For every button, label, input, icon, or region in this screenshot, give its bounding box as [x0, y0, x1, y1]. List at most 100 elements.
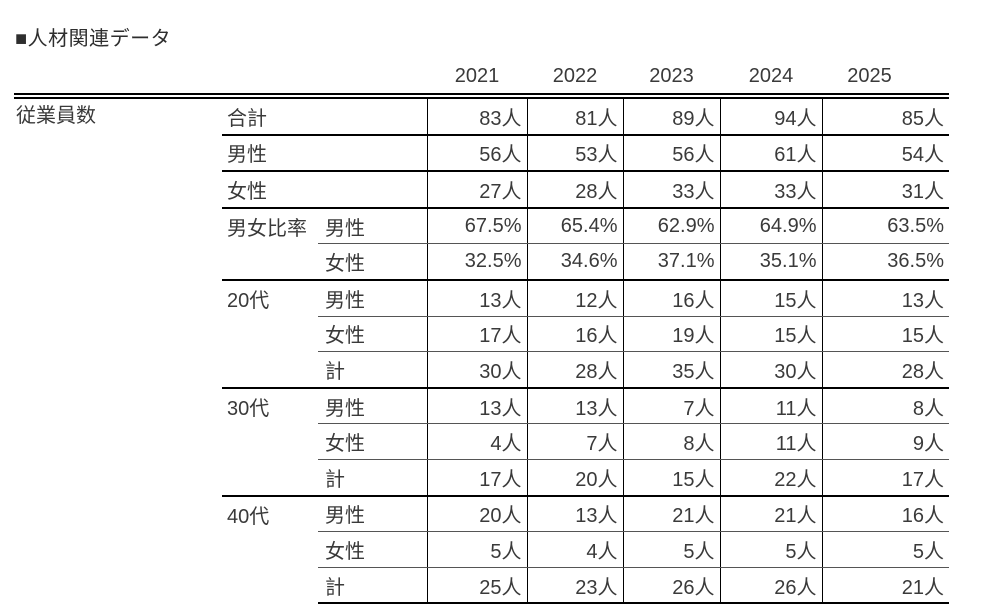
value-cell: 36.5% [821, 243, 949, 281]
value-cell: 30人 [719, 351, 822, 389]
page-title: ■人材関連データ [15, 28, 172, 50]
subcategory-cell: 女性 [318, 316, 427, 353]
value-cell: 7人 [622, 387, 720, 425]
value-cell: 15人 [719, 316, 822, 353]
category-cell [222, 351, 318, 389]
category-cell: 20代 [227, 290, 270, 313]
value-cell: 34.6% [526, 243, 623, 281]
value-cell: 17人 [821, 459, 949, 497]
table-row: 従業員数 合計 83人 81人 89人 94人 85人 [14, 96, 949, 136]
value-cell: 28人 [821, 351, 949, 389]
value-cell: 67.5% [426, 207, 527, 245]
category-cell: 30代 [227, 397, 270, 420]
value-cell: 35.1% [719, 243, 822, 281]
value-cell: 23人 [526, 567, 623, 605]
category-cell: 女性 [222, 171, 318, 209]
category-cell: 合計 [222, 96, 318, 136]
year-header: 2023 [623, 56, 720, 99]
table-row: 女性 32.5% 34.6% 37.1% 35.1% 36.5% [14, 243, 949, 281]
value-cell: 61人 [719, 134, 822, 173]
year-header-row: 2021 2022 2023 2024 2025 [14, 56, 949, 99]
category-cell: 男性 [222, 134, 318, 173]
value-cell: 83人 [426, 96, 527, 136]
value-cell: 64.9% [719, 207, 822, 245]
value-cell: 16人 [622, 279, 720, 317]
value-cell: 21人 [821, 567, 949, 605]
value-cell: 8人 [622, 423, 720, 460]
value-cell: 33人 [622, 171, 720, 209]
value-cell: 21人 [622, 495, 720, 533]
value-cell: 17人 [426, 316, 527, 353]
value-cell: 28人 [526, 171, 623, 209]
subcategory-cell [318, 171, 427, 209]
value-cell: 27人 [426, 171, 527, 209]
table-row: 計 25人 23人 26人 26人 21人 [14, 567, 949, 605]
table-row: 女性 4人 7人 8人 11人 9人 [14, 423, 949, 460]
subcategory-cell: 男性 [318, 387, 427, 425]
subcategory-cell: 男性 [318, 279, 427, 317]
value-cell: 4人 [526, 531, 623, 568]
category-cell [222, 316, 318, 352]
value-cell: 9人 [821, 423, 949, 460]
value-cell: 56人 [426, 134, 527, 173]
value-cell: 13人 [821, 279, 949, 317]
value-cell: 5人 [622, 531, 720, 568]
value-cell: 20人 [526, 459, 623, 497]
value-cell: 12人 [526, 279, 623, 317]
subcategory-cell: 計 [318, 459, 427, 497]
value-cell: 5人 [821, 531, 949, 568]
value-cell: 15人 [821, 316, 949, 353]
table-row: 20代 男性 13人 12人 16人 15人 13人 [14, 279, 949, 317]
row-group-label: 従業員数 [16, 105, 96, 127]
value-cell: 13人 [526, 387, 623, 425]
year-header: 2025 [822, 56, 949, 99]
table-row: 計 30人 28人 35人 30人 28人 [14, 351, 949, 389]
value-cell: 26人 [622, 567, 720, 605]
value-cell: 28人 [526, 351, 623, 389]
value-cell: 4人 [426, 423, 527, 460]
subcategory-cell: 男性 [318, 207, 427, 245]
value-cell: 13人 [426, 279, 527, 317]
value-cell: 85人 [821, 96, 949, 136]
value-cell: 54人 [821, 134, 949, 173]
value-cell: 11人 [719, 387, 822, 425]
table-row: 男性 56人 53人 56人 61人 54人 [14, 134, 949, 173]
value-cell: 32.5% [426, 243, 527, 281]
header-spacer [14, 56, 222, 99]
value-cell: 5人 [426, 531, 527, 568]
year-header: 2021 [427, 56, 527, 99]
year-header: 2022 [527, 56, 623, 99]
category-cell [222, 424, 318, 460]
value-cell: 56人 [622, 134, 720, 173]
value-cell: 33人 [719, 171, 822, 209]
value-cell: 89人 [622, 96, 720, 136]
value-cell: 13人 [526, 495, 623, 533]
subcategory-cell: 女性 [318, 243, 427, 281]
header-spacer [222, 56, 318, 99]
year-header: 2024 [720, 56, 822, 99]
value-cell: 16人 [821, 495, 949, 533]
subcategory-cell: 男性 [318, 495, 427, 533]
value-cell: 11人 [719, 423, 822, 460]
value-cell: 5人 [719, 531, 822, 568]
value-cell: 30人 [426, 351, 527, 389]
value-cell: 53人 [526, 134, 623, 173]
value-cell: 94人 [719, 96, 822, 136]
category-cell [222, 532, 318, 568]
table-row: 女性 27人 28人 33人 33人 31人 [14, 171, 949, 209]
value-cell: 7人 [526, 423, 623, 460]
category-cell [222, 459, 318, 497]
value-cell: 15人 [622, 459, 720, 497]
category-cell: 40代 [227, 505, 270, 528]
value-cell: 31人 [821, 171, 949, 209]
value-cell: 13人 [426, 387, 527, 425]
value-cell: 65.4% [526, 207, 623, 245]
value-cell: 37.1% [622, 243, 720, 281]
value-cell: 25人 [426, 567, 527, 605]
category-cell: 男女比率 [227, 217, 307, 240]
value-cell: 20人 [426, 495, 527, 533]
category-cell [222, 243, 318, 281]
table-row: 40代 男性 20人 13人 21人 21人 16人 [14, 495, 949, 533]
value-cell: 21人 [719, 495, 822, 533]
value-cell: 35人 [622, 351, 720, 389]
